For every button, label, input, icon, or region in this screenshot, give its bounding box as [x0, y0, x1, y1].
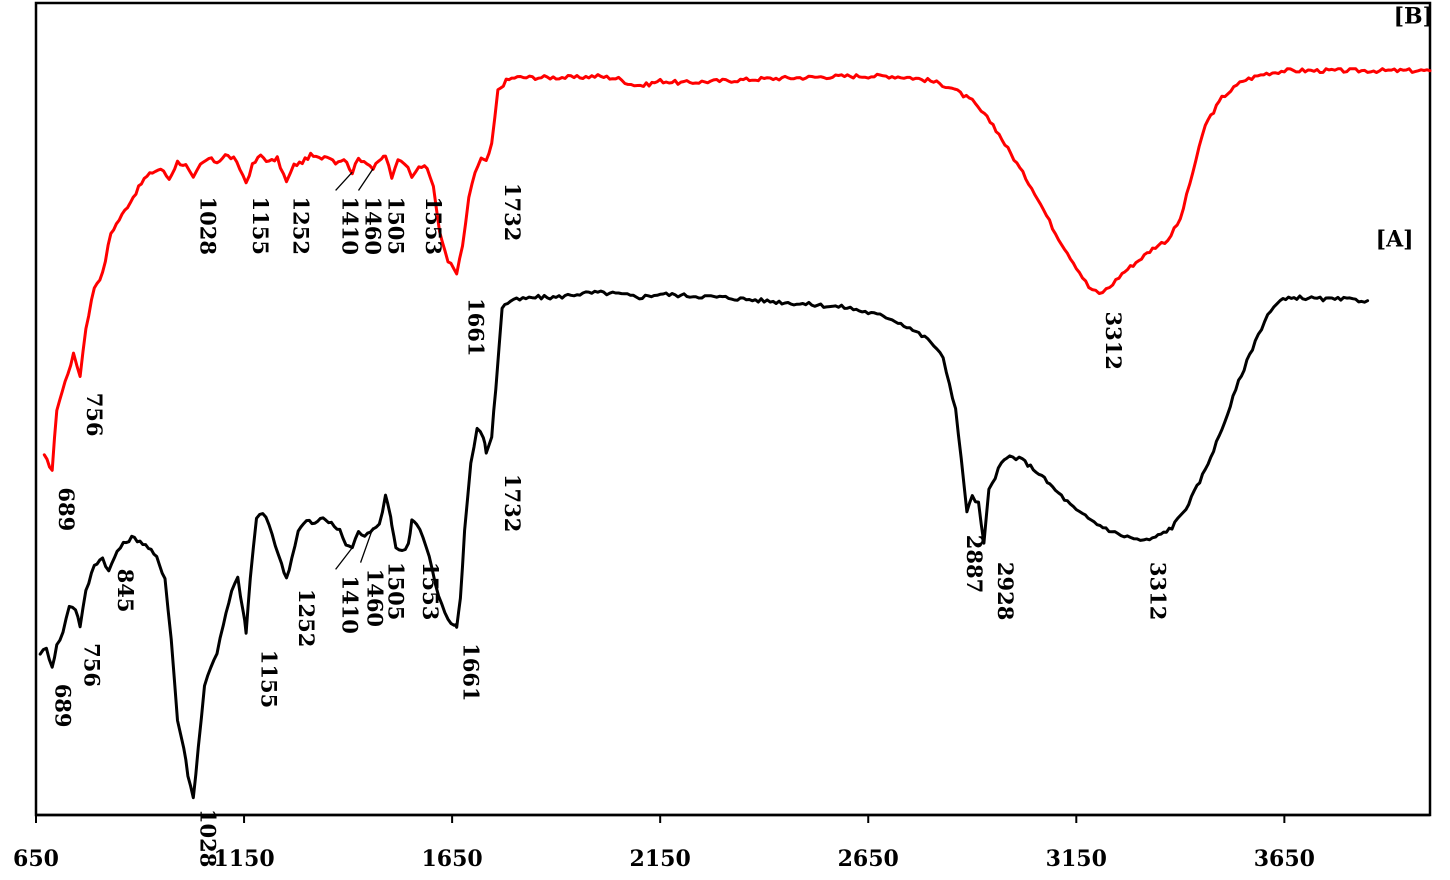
x-tick-label: 3150 — [1046, 846, 1107, 872]
x-tick-label: 3650 — [1254, 846, 1315, 872]
x-tick-label: 1150 — [213, 846, 274, 872]
peak-label: 1553 — [421, 197, 446, 255]
x-axis-ticks: 650 1150 1650 2150 2650 3150 3650 — [13, 815, 1315, 872]
peak-label: 1028 — [195, 197, 220, 255]
series-label: [B] — [1394, 3, 1433, 29]
annotation-leader-line — [335, 547, 353, 570]
peak-label: 1460 — [361, 197, 386, 255]
peak-label: 1252 — [294, 589, 319, 647]
annotation-leader-line — [359, 527, 374, 563]
peak-label: 3312 — [1101, 312, 1126, 370]
peak-label: 1732 — [500, 183, 525, 241]
peak-label: 1252 — [289, 197, 314, 255]
peak-label: 2887 — [962, 535, 987, 593]
peak-label: 1661 — [464, 298, 489, 356]
series-layer — [38, 67, 1432, 800]
series-line-b — [42, 67, 1432, 472]
x-tick-label: 2650 — [838, 846, 899, 872]
series-labels: [B] [A] — [1376, 3, 1433, 252]
annotation-leader-line — [335, 171, 353, 191]
x-tick-label: 2150 — [630, 846, 691, 872]
peak-label: 1732 — [500, 474, 525, 532]
peak-label: 845 — [113, 569, 138, 613]
peak-label: 756 — [82, 393, 107, 437]
peak-label: 1410 — [338, 197, 363, 255]
peak-label: 3312 — [1146, 562, 1171, 620]
x-tick-label: 650 — [13, 846, 59, 872]
peak-label: 1505 — [383, 562, 408, 620]
peak-label: 689 — [54, 487, 79, 531]
peak-label: 2928 — [993, 562, 1018, 620]
peak-label: 1410 — [338, 575, 363, 633]
series-line-a — [38, 289, 1370, 800]
peak-label: 1460 — [363, 569, 388, 627]
annotation-leader-line — [357, 168, 374, 191]
peak-label: 1505 — [383, 197, 408, 255]
peak-label: 1155 — [257, 650, 282, 708]
peak-label: 1661 — [458, 643, 483, 701]
x-tick-label: 1650 — [422, 846, 483, 872]
plot-frame — [34, 1, 1432, 817]
peak-label: 756 — [80, 643, 105, 687]
peak-label: 689 — [51, 684, 76, 728]
peak-label: 1028 — [195, 809, 220, 867]
peak-label: 1155 — [248, 197, 273, 255]
series-label: [A] — [1376, 227, 1414, 253]
peak-label: 1553 — [418, 562, 443, 620]
